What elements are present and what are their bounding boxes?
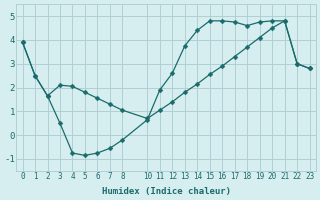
X-axis label: Humidex (Indice chaleur): Humidex (Indice chaleur) [101, 187, 231, 196]
